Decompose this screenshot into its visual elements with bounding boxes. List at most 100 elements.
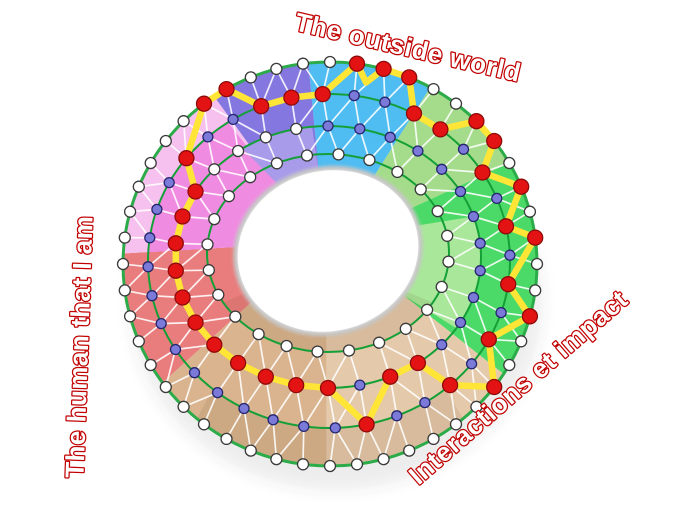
node: [169, 343, 182, 356]
node: [288, 376, 305, 394]
shading-band: [196, 388, 464, 466]
node: [314, 85, 331, 103]
node: [436, 163, 448, 175]
node: [486, 378, 503, 396]
node: [218, 80, 235, 98]
node: [298, 420, 310, 433]
node: [229, 354, 247, 372]
node: [178, 150, 195, 167]
node: [454, 185, 467, 198]
node: [252, 327, 265, 341]
node: [202, 264, 215, 277]
node: [167, 235, 184, 252]
node: [300, 149, 314, 162]
node: [155, 317, 167, 330]
node: [132, 335, 145, 348]
node: [220, 432, 233, 446]
node: [521, 308, 539, 325]
node: [267, 414, 279, 426]
node: [142, 261, 154, 273]
node: [401, 69, 418, 86]
node: [211, 386, 224, 399]
node: [358, 416, 375, 433]
node: [270, 452, 283, 466]
sector-outside-world-green-light: [371, 87, 510, 211]
node: [513, 178, 530, 195]
node: [504, 249, 516, 261]
node: [500, 276, 517, 293]
node: [174, 289, 191, 306]
node: [296, 57, 310, 70]
node: [227, 113, 239, 126]
node: [202, 131, 214, 143]
node: [123, 205, 137, 218]
hole: [237, 170, 419, 332]
node: [436, 339, 448, 351]
node: [529, 284, 542, 297]
node: [195, 95, 213, 112]
node: [441, 229, 454, 242]
node: [491, 192, 503, 205]
node: [431, 205, 444, 218]
node: [467, 291, 480, 304]
nodes-ring-C: [167, 120, 486, 397]
node: [177, 400, 190, 413]
node: [229, 310, 242, 323]
node: [449, 418, 463, 431]
node: [144, 358, 157, 372]
node: [118, 284, 131, 297]
node: [212, 288, 225, 301]
node: [427, 82, 440, 96]
node: [465, 358, 478, 370]
node: [432, 121, 449, 138]
node: [244, 71, 257, 84]
node: [296, 458, 310, 471]
node: [427, 432, 440, 446]
node: [188, 367, 201, 379]
node: [177, 115, 190, 128]
node: [412, 145, 424, 157]
node: [530, 257, 544, 271]
node: [391, 410, 403, 422]
node: [435, 280, 448, 294]
node: [420, 303, 434, 316]
node: [206, 336, 223, 353]
node: [348, 89, 360, 102]
node: [527, 229, 544, 246]
node: [467, 210, 480, 223]
node: [187, 314, 204, 331]
node: [457, 143, 470, 155]
node: [222, 190, 236, 203]
node: [259, 131, 272, 144]
node: [323, 459, 337, 473]
node: [348, 55, 366, 72]
node: [323, 55, 337, 69]
node: [322, 120, 334, 132]
node: [163, 176, 175, 189]
node: [280, 339, 293, 353]
node: [442, 255, 455, 268]
node: [384, 131, 396, 143]
node: [132, 180, 145, 193]
node: [123, 310, 137, 323]
node: [405, 105, 423, 122]
node: [403, 444, 416, 457]
node: [270, 62, 283, 76]
node: [503, 156, 516, 170]
node: [244, 171, 257, 184]
node: [146, 290, 158, 302]
node: [414, 183, 427, 196]
nodes-ring-A: [116, 55, 544, 473]
node: [187, 183, 204, 200]
node: [382, 368, 399, 385]
node: [454, 316, 467, 329]
node: [290, 122, 303, 136]
node: [350, 458, 364, 471]
label-the-human-that-i-am: The human that I am: [59, 215, 98, 478]
node: [329, 422, 341, 434]
node: [503, 358, 516, 372]
node: [342, 344, 356, 357]
node: [231, 144, 245, 158]
